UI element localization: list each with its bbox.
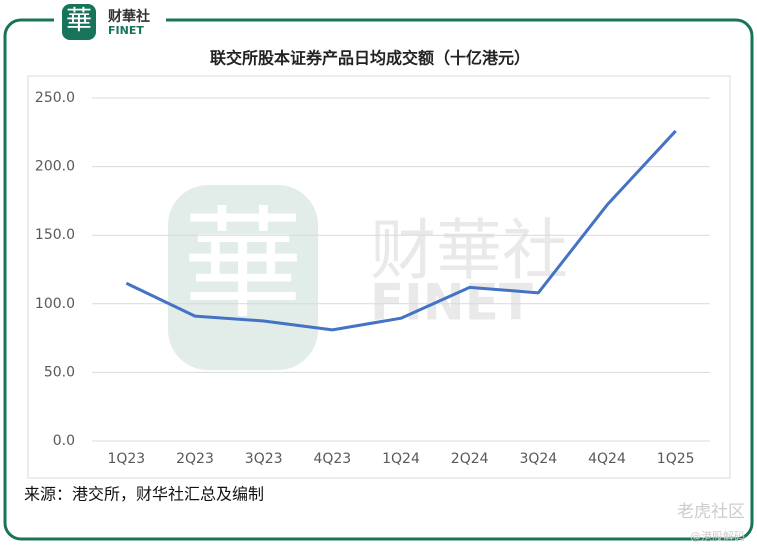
x-tick-label: 4Q24 — [588, 451, 626, 467]
x-tick-label: 1Q23 — [107, 451, 145, 467]
data-line — [125, 129, 677, 332]
chart-title: 联交所股本证券产品日均成交额（十亿港元） — [210, 49, 530, 68]
x-tick-label: 2Q23 — [176, 451, 214, 467]
frame — [3, 18, 754, 541]
x-tick-label: 1Q24 — [382, 451, 420, 467]
x-tick-label: 3Q23 — [245, 451, 283, 467]
y-tick-label: 200.0 — [35, 159, 75, 175]
logo-mark: 華 — [66, 6, 92, 36]
y-tick-label: 0.0 — [53, 433, 75, 449]
logo-badge — [62, 4, 96, 40]
x-tick-label: 2Q24 — [451, 451, 489, 467]
watermark-name-corner: 老虎社区 — [677, 502, 745, 522]
logo-name: 财華社 — [107, 8, 150, 25]
x-tick-label: 3Q24 — [519, 451, 557, 467]
plot-frame — [27, 75, 731, 479]
watermark-mark: 華 — [183, 196, 303, 335]
logo-sub: FINET — [108, 24, 144, 37]
y-tick-label: 50.0 — [44, 364, 75, 380]
y-tick-label: 150.0 — [35, 227, 75, 243]
x-tick-label: 1Q25 — [657, 451, 695, 467]
watermark-sub: FINET — [370, 274, 533, 332]
x-tick-label: 4Q23 — [313, 451, 351, 467]
source-note: 来源：港交所，财华社汇总及编制 — [24, 485, 264, 504]
y-tick-label: 250.0 — [35, 90, 75, 106]
background-watermark: 華 财華社 FINET — [168, 185, 568, 370]
watermark-name: 财華社 — [370, 212, 568, 289]
y-tick-label: 100.0 — [35, 296, 75, 312]
watermark-handle: @港股解码 — [690, 529, 745, 543]
